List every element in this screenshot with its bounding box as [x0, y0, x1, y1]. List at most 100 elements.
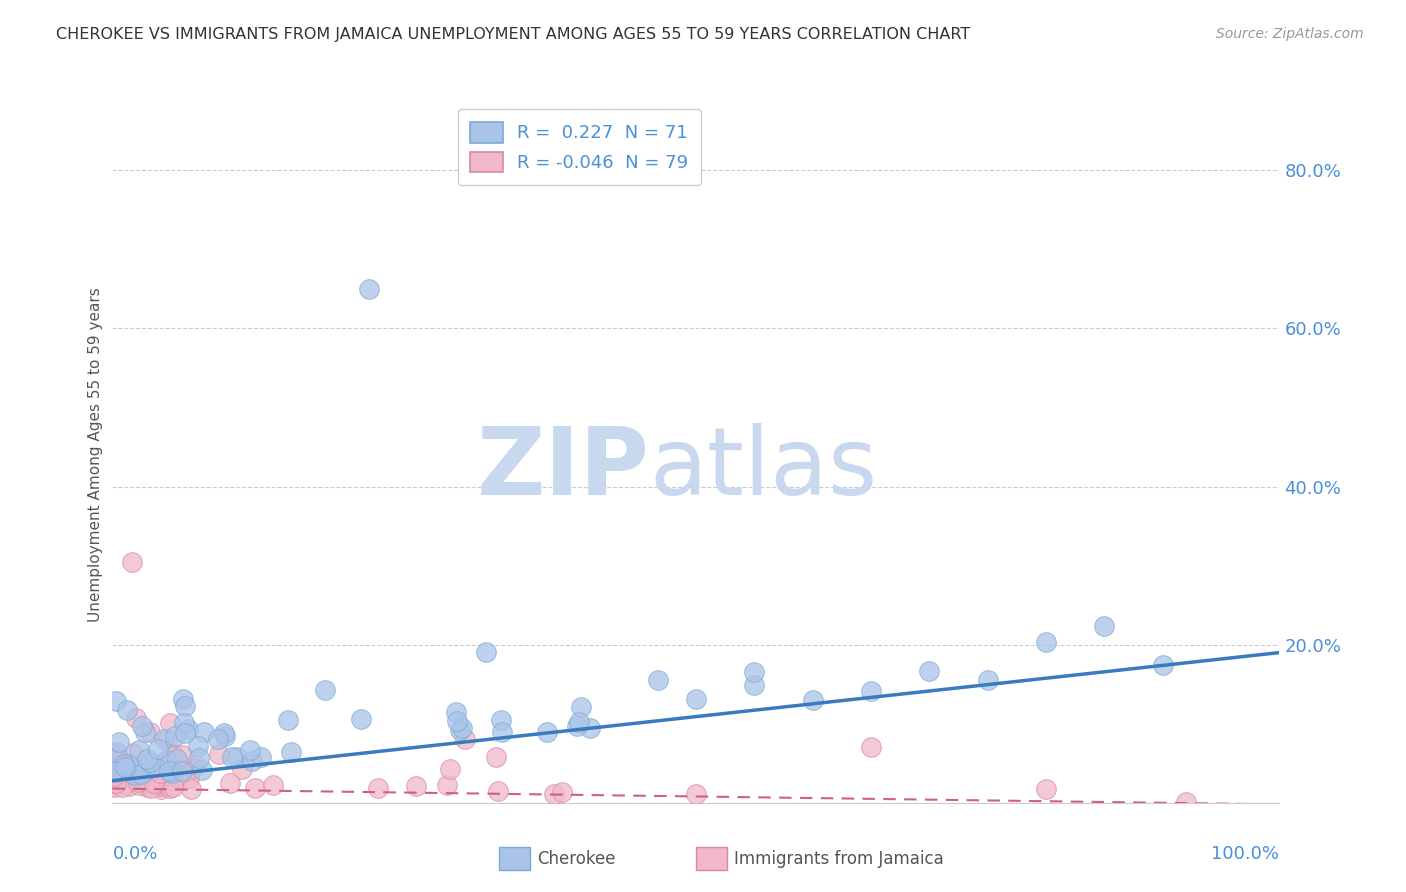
Point: [105, 755, 128, 769]
Point: [145, 777, 167, 791]
Point: [187, 739, 209, 753]
Text: Immigrants from Jamaica: Immigrants from Jamaica: [734, 850, 943, 868]
Point: [454, 731, 477, 746]
Point: [170, 747, 193, 762]
Point: [579, 721, 602, 735]
Y-axis label: Unemployment Among Ages 55 to 59 years: Unemployment Among Ages 55 to 59 years: [89, 287, 103, 623]
Point: [134, 768, 156, 782]
Point: [114, 759, 136, 773]
Point: [136, 752, 159, 766]
Point: [120, 766, 142, 780]
Point: [444, 705, 467, 719]
Point: [180, 782, 202, 797]
Point: [486, 784, 509, 798]
Point: [134, 772, 156, 787]
Point: [208, 747, 231, 762]
Point: [742, 678, 765, 692]
Point: [214, 726, 236, 740]
Point: [1035, 635, 1057, 649]
Point: [103, 772, 125, 786]
Point: [134, 764, 156, 778]
Point: [350, 713, 373, 727]
Point: [138, 724, 160, 739]
Point: [1035, 782, 1057, 797]
Point: [112, 766, 135, 780]
Point: [536, 724, 558, 739]
Point: [1152, 657, 1174, 672]
Point: [118, 779, 141, 793]
Point: [245, 780, 267, 795]
Point: [568, 714, 591, 729]
Point: [138, 756, 160, 770]
Point: [159, 715, 181, 730]
Point: [685, 787, 707, 801]
Point: [405, 780, 427, 794]
Point: [105, 746, 128, 760]
Point: [159, 781, 181, 796]
Point: [111, 765, 134, 780]
Point: [111, 759, 134, 773]
Point: [103, 753, 125, 767]
Point: [569, 700, 592, 714]
Point: [129, 767, 152, 781]
Point: [543, 787, 565, 801]
Legend: R =  0.227  N = 71, R = -0.046  N = 79: R = 0.227 N = 71, R = -0.046 N = 79: [457, 109, 702, 186]
Point: [172, 763, 194, 777]
Point: [103, 764, 125, 779]
Point: [446, 714, 468, 728]
Point: [143, 760, 166, 774]
Point: [134, 725, 156, 739]
Point: [103, 765, 125, 780]
Point: [436, 778, 458, 792]
Point: [207, 732, 229, 747]
Point: [104, 694, 127, 708]
Point: [129, 773, 152, 788]
Point: [160, 749, 183, 764]
Point: [277, 713, 299, 727]
Point: [280, 745, 302, 759]
Point: [191, 763, 214, 777]
Point: [103, 768, 125, 782]
Point: [103, 780, 125, 794]
Point: [139, 781, 162, 796]
Point: [162, 765, 184, 780]
Point: [742, 665, 765, 680]
Point: [859, 740, 883, 755]
Point: [121, 555, 143, 569]
Point: [107, 772, 129, 787]
Point: [177, 771, 200, 785]
Point: [155, 753, 177, 767]
Point: [242, 754, 264, 768]
Point: [193, 725, 215, 739]
Point: [103, 777, 125, 791]
Point: [111, 780, 134, 794]
Point: [491, 724, 513, 739]
Point: [127, 774, 149, 789]
Point: [153, 732, 176, 747]
Text: 0.0%: 0.0%: [112, 845, 157, 863]
Text: Source: ZipAtlas.com: Source: ZipAtlas.com: [1216, 27, 1364, 41]
Point: [125, 711, 148, 725]
Point: [136, 776, 159, 790]
Point: [128, 778, 150, 792]
Point: [174, 699, 197, 714]
Point: [131, 719, 153, 733]
Point: [108, 735, 131, 749]
Point: [143, 776, 166, 790]
Point: [214, 729, 236, 743]
Point: [117, 757, 139, 772]
Point: [184, 758, 207, 772]
Point: [146, 742, 169, 756]
Point: [166, 752, 188, 766]
Point: [366, 780, 388, 795]
Point: [231, 763, 253, 777]
Point: [112, 756, 135, 771]
Text: ZIP: ZIP: [477, 423, 650, 515]
Point: [157, 764, 180, 778]
Point: [918, 664, 941, 678]
Point: [489, 713, 512, 727]
Point: [188, 751, 211, 765]
Point: [122, 746, 145, 760]
Point: [103, 769, 125, 783]
Point: [124, 768, 146, 782]
